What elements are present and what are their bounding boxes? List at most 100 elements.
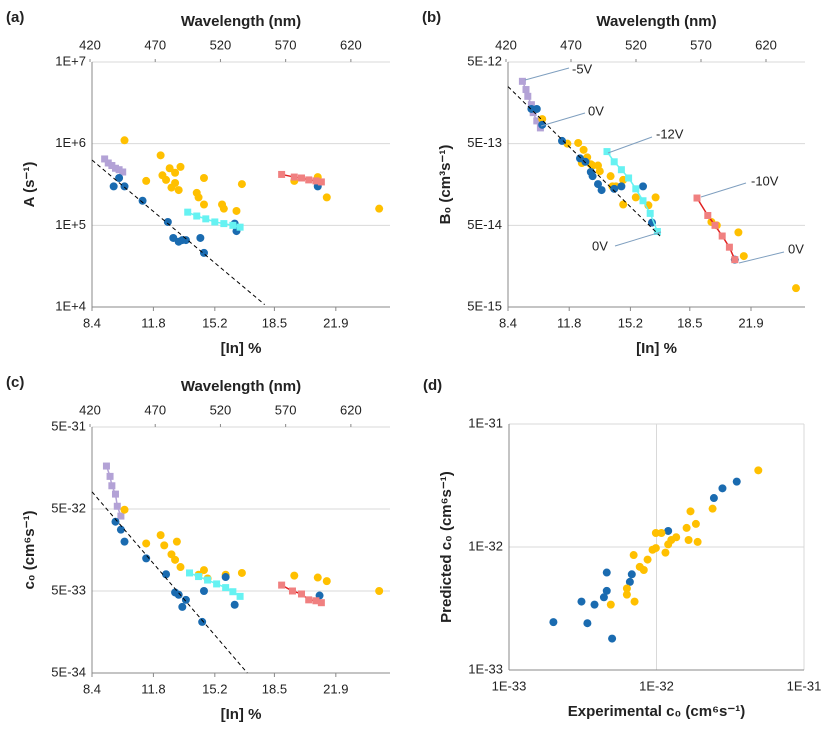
square-marker — [617, 166, 625, 174]
circle-marker — [581, 157, 590, 166]
square-marker — [195, 573, 203, 581]
x2-tick-label: 520 — [625, 37, 647, 52]
square-marker — [106, 472, 114, 480]
x-axis-title: Experimental c₀ (cm⁶s⁻¹) — [568, 703, 745, 720]
annotation-leader — [738, 251, 785, 264]
square-marker — [184, 208, 192, 216]
circle-marker — [176, 162, 185, 171]
square-marker — [288, 587, 296, 595]
square-marker — [725, 243, 733, 251]
square-marker — [111, 490, 119, 498]
circle-marker — [138, 196, 147, 205]
x2-tick-label: 620 — [340, 37, 362, 52]
circle-marker — [237, 568, 246, 577]
square-marker — [298, 174, 306, 182]
y-axis-title: c₀ (cm⁶s⁻¹) — [21, 510, 38, 589]
square-marker — [639, 197, 647, 205]
square-marker — [711, 221, 719, 229]
x2-axis-title: Wavelength (nm) — [181, 13, 301, 30]
circle-marker — [199, 587, 208, 595]
x2-tick-label: 420 — [79, 402, 101, 417]
x2-axis-title: Wavelength (nm) — [596, 13, 716, 30]
circle-marker — [199, 173, 208, 182]
circle-marker — [322, 193, 331, 202]
circle-marker — [709, 494, 718, 503]
square-marker — [529, 109, 537, 117]
x2-tick-label: 470 — [144, 402, 166, 417]
circle-marker — [661, 548, 670, 557]
annotation-leader — [540, 112, 586, 127]
circle-marker — [165, 164, 174, 173]
circle-marker — [588, 172, 597, 181]
annotation: -5V — [572, 61, 593, 76]
x-tick-label: 21.9 — [323, 681, 348, 696]
annotation-leader — [614, 231, 662, 247]
square-marker — [317, 599, 325, 607]
square-marker — [104, 159, 112, 167]
square-marker — [522, 86, 530, 94]
square-marker — [229, 221, 237, 229]
circle-marker — [651, 528, 660, 537]
square-marker — [625, 174, 633, 182]
x2-tick-label: 570 — [690, 37, 712, 52]
circle-marker — [181, 595, 190, 604]
y-tick-label: 1E-32 — [468, 538, 503, 553]
circle-marker — [219, 204, 228, 213]
square-marker — [202, 215, 210, 223]
annotation-leader — [524, 67, 570, 81]
circle-marker — [643, 555, 652, 564]
square-marker — [236, 592, 244, 600]
x-tick-label: 15.2 — [202, 681, 227, 696]
square-marker — [119, 168, 127, 176]
square-marker — [108, 162, 116, 170]
circle-marker — [684, 536, 693, 545]
circle-marker — [608, 634, 617, 643]
square-marker — [113, 502, 121, 510]
circle-marker — [109, 182, 118, 191]
circle-marker — [532, 104, 541, 113]
square-marker — [278, 581, 286, 589]
x2-tick-label: 570 — [275, 37, 297, 52]
circle-marker — [111, 517, 120, 526]
square-marker — [533, 117, 541, 125]
circle-marker — [595, 167, 604, 176]
circle-marker — [708, 504, 717, 513]
circle-marker — [142, 176, 151, 185]
circle-marker — [590, 600, 599, 609]
x2-tick-label: 420 — [495, 37, 517, 52]
circle-marker — [732, 477, 741, 486]
y-tick-label: 5E-33 — [51, 582, 86, 597]
y-tick-label: 5E-12 — [467, 53, 502, 68]
circle-marker — [176, 563, 185, 572]
square-marker — [111, 164, 119, 172]
circle-marker — [691, 519, 700, 528]
x-tick-label: 1E-32 — [639, 678, 674, 693]
x-tick-label: 15.2 — [202, 315, 227, 330]
circle-marker — [142, 554, 151, 563]
x-tick-label: 8.4 — [499, 315, 517, 330]
square-marker — [646, 209, 654, 217]
circle-marker — [651, 544, 660, 553]
circle-marker — [181, 236, 190, 245]
circle-marker — [538, 115, 547, 124]
circle-marker — [230, 600, 239, 609]
circle-marker — [622, 590, 631, 599]
fit-line — [91, 491, 248, 674]
panel: 1E+4 1E+5 1E+6 1E+7 8.4 11.8 15.2 18.5 21.9 420 47… — [6, 9, 390, 357]
x-tick-label: 8.4 — [83, 315, 101, 330]
y-tick-label: 1E-31 — [468, 415, 503, 430]
circle-marker — [610, 184, 619, 193]
square-marker — [610, 158, 618, 166]
circle-marker — [232, 206, 241, 215]
square-marker — [317, 178, 325, 186]
circle-marker — [664, 526, 673, 535]
circle-marker — [734, 228, 743, 237]
circle-marker — [606, 600, 615, 609]
circle-marker — [619, 200, 628, 209]
circle-marker — [194, 193, 203, 202]
circle-marker — [672, 533, 681, 542]
circle-marker — [198, 617, 207, 626]
circle-marker — [162, 175, 171, 184]
square-marker — [718, 232, 726, 240]
square-marker — [278, 170, 286, 178]
